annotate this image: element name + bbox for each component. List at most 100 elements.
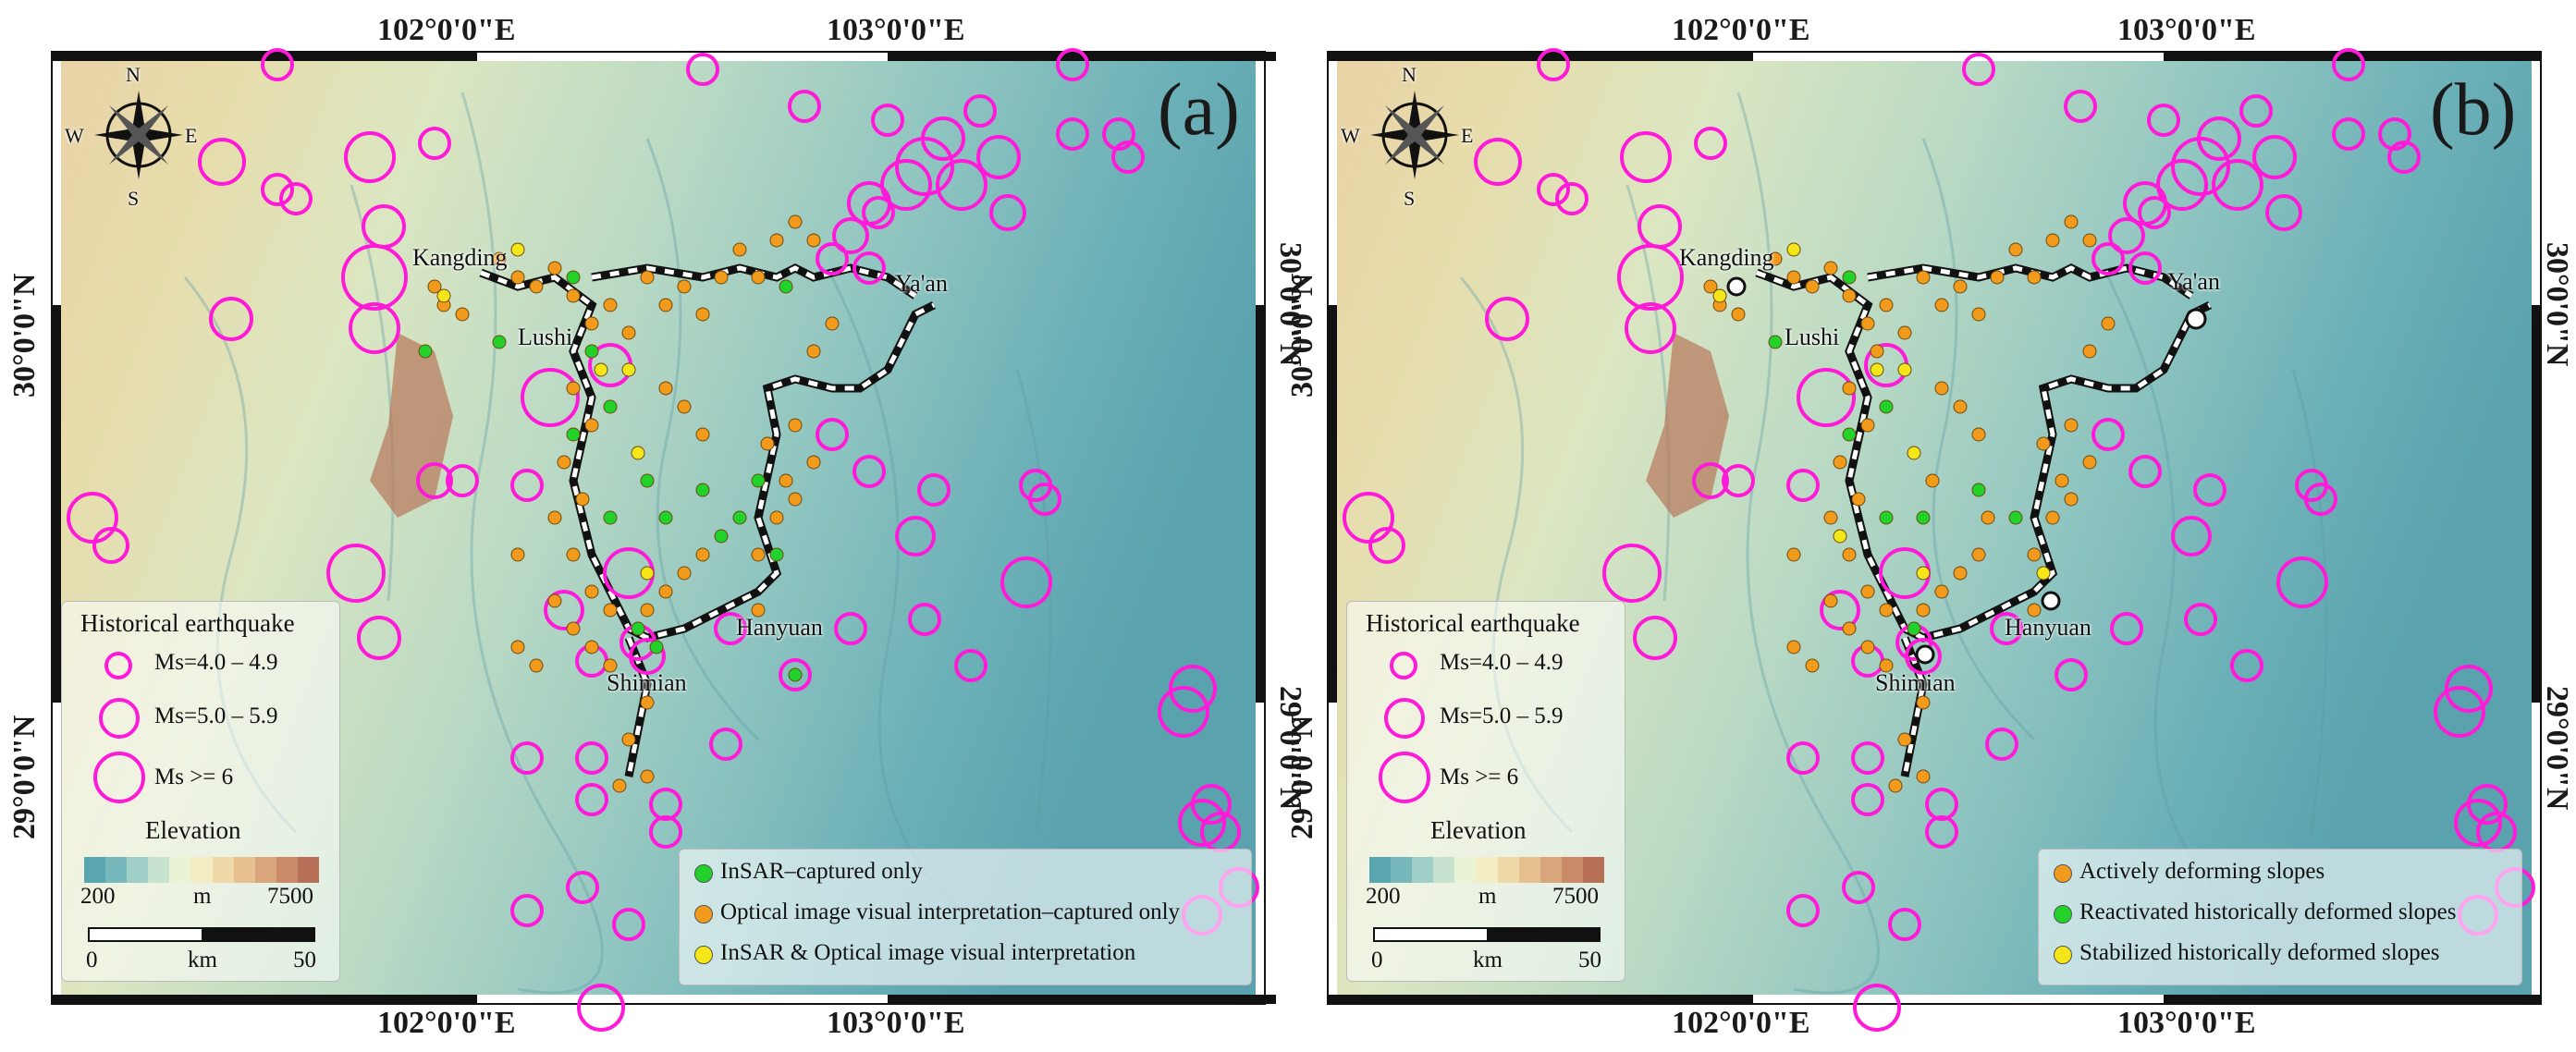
scale-end: 50 [1578,948,1601,972]
elevation-color-ramp [1369,857,1605,883]
elevation-min: 200 [80,884,116,909]
orange-dot-icon [694,905,713,924]
elevation-max: 7500 [267,884,313,909]
scale-bar [1373,927,1601,942]
elevation-unit: m [1478,884,1497,909]
compass-w-label: W [1341,124,1360,147]
city-yaan: Ya'an [895,270,948,297]
city-yaan: Ya'an [2167,268,2220,295]
lat-label-right-1: 30°0'0"N [2540,242,2574,367]
lon-label-bottom-1: 102°0'0"E [1672,1006,1810,1040]
road [591,263,918,300]
lat-label-left-2: 29°0'0"N [1285,715,1319,839]
compass-n-label: N [126,63,141,86]
orange-dot-icon [2054,864,2072,883]
lat-label-left-1: 30°0'0"N [7,273,42,398]
ms2-label: Ms=5.0 – 5.9 [1440,703,1564,728]
ms1-label: Ms=4.0 – 4.9 [1440,650,1564,675]
earthquake-legend: Historical earthquake Ms=4.0 – 4.9 Ms=5.… [61,601,340,982]
scale-end: 50 [293,948,316,972]
legend-text-insar: InSAR–captured only [720,859,923,884]
legend-text-optical: Optical image visual interpretation–capt… [720,899,1181,924]
classification-legend-b: Actively deforming slopes Reactivated hi… [2038,849,2522,985]
elevation-title: Elevation [1430,816,1527,844]
ring-medium-icon [99,698,140,739]
lat-label-left-2: 29°0'0"N [7,715,42,839]
elevation-unit: m [193,884,212,909]
city-markers [1726,276,2207,665]
legend-row-ms2: Ms=5.0 – 5.9 [62,691,339,746]
city-hanyuan: Hanyuan [736,614,823,641]
lon-label-bottom-1: 102°0'0"E [377,1006,516,1040]
high-mountain-area [370,333,453,518]
city-shimian: Shimian [1875,669,1956,696]
landslide-points [418,214,840,793]
earthquake-markers [67,48,1259,1032]
green-dot-icon [694,864,713,883]
lon-label-top-2: 103°0'0"E [2117,13,2256,47]
panel-label-a: (a) [1158,69,1240,151]
legend-text-active: Actively deforming slopes [2079,859,2325,884]
legend-row-ms3: Ms >= 6 [62,748,339,803]
compass-s-label: S [128,187,140,210]
elevation-color-ramp [84,857,320,883]
earthquake-legend-title: Historical earthquake [1366,609,1580,637]
map-panel-a: N S E W (a) 102°0'0"E 103°0'0"E 102°0'0"… [0,0,1307,1052]
compass-e-label: E [185,124,198,147]
ms2-label: Ms=5.0 – 5.9 [154,703,278,728]
scale-start: 0 [86,948,98,972]
city-shimian: Shimian [607,669,687,696]
lon-label-top-1: 102°0'0"E [377,13,516,47]
compass-s-label: S [1404,187,1416,210]
city-hanyuan: Hanyuan [2005,614,2091,641]
city-kangding: Kangding [412,244,508,271]
ms1-label: Ms=4.0 – 4.9 [154,650,278,675]
ring-large-icon [1379,752,1430,803]
compass-e-label: E [1461,124,1474,147]
ring-medium-icon [1384,698,1425,739]
lat-label-right-2: 29°0'0"N [2540,686,2574,811]
legend-row-ms1: Ms=4.0 – 4.9 [62,639,339,694]
map-panel-b: N S E W (b) 102°0'0"E 103°0'0"E 102°0'0"… [1285,0,2574,1052]
lon-label-top-2: 103°0'0"E [827,13,965,47]
legend-text-stabilized: Stabilized historically deformed slopes [2079,940,2440,965]
elevation-title: Elevation [145,816,241,844]
lat-label-left-1: 30°0'0"N [1285,273,1319,398]
legend-row-ms1: Ms=4.0 – 4.9 [1347,639,1625,694]
lon-label-top-1: 102°0'0"E [1672,13,1810,47]
elevation-min: 200 [1366,884,1401,909]
scale-unit: km [1473,948,1503,972]
earthquake-legend: Historical earthquake Ms=4.0 – 4.9 Ms=5.… [1346,601,1625,982]
panel-label-b: (b) [2430,69,2517,151]
scale-unit: km [188,948,217,972]
lon-label-bottom-2: 103°0'0"E [827,1006,965,1040]
legend-row-ms3: Ms >= 6 [1347,748,1625,803]
yellow-dot-icon [694,946,713,964]
ms3-label: Ms >= 6 [154,765,234,789]
green-dot-icon [2054,905,2072,924]
legend-text-reactivated: Reactivated historically deformed slopes [2079,899,2457,924]
compass-rose-icon [94,91,183,179]
legend-text-both: InSAR & Optical image visual interpretat… [720,940,1136,965]
ms3-label: Ms >= 6 [1440,765,1519,789]
ring-large-icon [93,752,145,803]
elevation-max: 7500 [1552,884,1599,909]
lon-label-bottom-2: 103°0'0"E [2117,1006,2256,1040]
city-lushi: Lushi [1785,324,1840,350]
ring-small-icon [104,652,132,679]
scale-start: 0 [1371,948,1383,972]
earthquake-legend-title: Historical earthquake [80,609,295,637]
ring-small-icon [1390,652,1417,679]
scale-bar [88,927,315,942]
legend-row-ms2: Ms=5.0 – 5.9 [1347,691,1625,746]
landslide-points [1703,214,2116,793]
high-mountain-area [1646,333,1729,518]
compass-w-label: W [65,124,84,147]
compass-n-label: N [1402,63,1417,86]
classification-legend-a: InSAR–captured only Optical image visual… [679,849,1252,985]
city-kangding: Kangding [1679,244,1774,271]
road [1867,263,2194,300]
yellow-dot-icon [2054,946,2072,964]
city-lushi: Lushi [518,324,573,350]
compass-rose-icon [1370,91,1459,179]
